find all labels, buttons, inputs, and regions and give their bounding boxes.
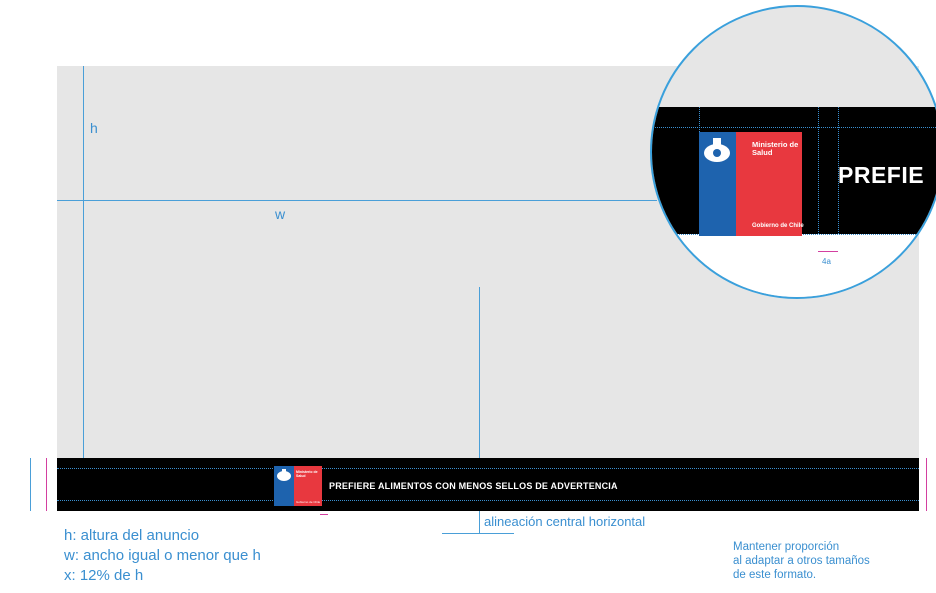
width-guide-line <box>57 200 657 201</box>
banner-margin-guide-bottom <box>57 500 919 501</box>
warning-banner <box>57 458 919 511</box>
legend: h: altura del anuncio w: ancho igual o m… <box>64 526 261 586</box>
zoom-detail-circle: Ministerio de Salud Gobierno de Chile PR… <box>650 5 936 299</box>
center-alignment-line <box>479 287 480 533</box>
zoom-spacing-label: 4a <box>822 257 831 266</box>
zoom-logo-red-band <box>736 132 802 236</box>
margin-marker <box>320 514 328 515</box>
legend-w: w: ancho igual o menor que h <box>64 547 261 564</box>
center-alignment-base <box>442 533 514 534</box>
zoom-spacing-guide-2 <box>838 107 839 234</box>
height-guide-line <box>83 66 84 511</box>
zoom-margin-guide-top <box>652 127 936 128</box>
logo-ministry-text: Ministerio de Salud <box>296 470 318 478</box>
height-marker-right <box>926 458 927 511</box>
ministry-logo-blue-band <box>274 466 294 506</box>
ministry-logo-red-band <box>294 466 322 506</box>
height-guide-left <box>30 458 31 511</box>
zoom-spacing-marker <box>818 251 838 252</box>
banner-message: PREFIERE ALIMENTOS CON MENOS SELLOS DE A… <box>329 481 618 491</box>
zoom-logo-ministry-text: Ministerio de Salud <box>752 140 799 157</box>
legend-x: x: 12% de h <box>64 567 144 584</box>
zoom-logo-government-text: Gobierno de Chile <box>752 223 804 229</box>
coat-of-arms-icon <box>277 469 291 481</box>
width-label: w <box>275 206 286 222</box>
zoom-spacing-guide-1 <box>818 107 819 234</box>
height-marker-left <box>46 458 47 511</box>
banner-margin-guide-top <box>57 468 919 469</box>
center-alignment-label: alineación central horizontal <box>484 514 646 529</box>
zoom-coat-of-arms-icon <box>704 138 730 162</box>
height-label: h <box>90 120 98 136</box>
proportion-note: Mantener proporción al adaptar a otros t… <box>733 541 870 581</box>
zoom-logo-blue-band <box>699 132 736 236</box>
zoom-below-banner <box>652 234 936 297</box>
legend-h: h: altura del anuncio <box>64 527 200 544</box>
zoom-banner-text: PREFIE <box>838 162 925 188</box>
logo-government-text: Gobierno de Chile <box>296 500 321 504</box>
